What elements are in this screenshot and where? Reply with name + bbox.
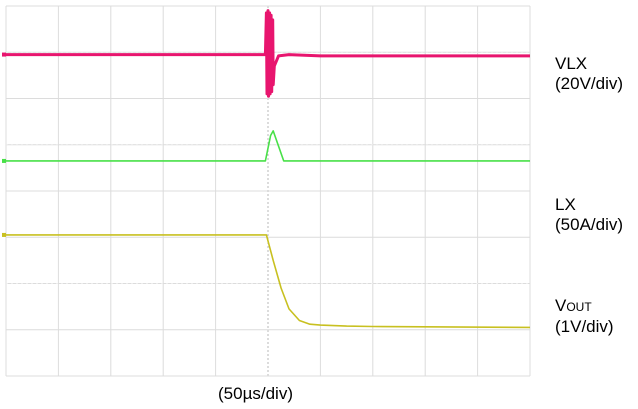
trace-lx — [6, 130, 530, 162]
lx-scale: (50A/div) — [555, 215, 624, 234]
channel-marker-vout — [2, 232, 6, 237]
channel-marker-lx — [2, 158, 6, 163]
vlx-scale: (20V/div) — [555, 74, 624, 93]
x-axis-label: (50µs/div) — [218, 384, 293, 403]
vout-name: VOUT — [555, 296, 592, 315]
vout-label: VOUT (1V/div) — [555, 296, 614, 337]
vout-subscript: OUT — [566, 300, 592, 314]
traces — [2, 9, 531, 329]
trace-vout — [6, 234, 531, 329]
trace-vlx — [6, 9, 530, 98]
vout-scale: (1V/div) — [555, 317, 614, 336]
lx-label: LX (50A/div) — [555, 195, 623, 235]
vlx-label: VLX (20V/div) — [555, 54, 623, 94]
vlx-name: VLX — [555, 54, 588, 73]
lx-name: LX — [555, 195, 576, 214]
channel-marker-vlx — [2, 52, 6, 57]
